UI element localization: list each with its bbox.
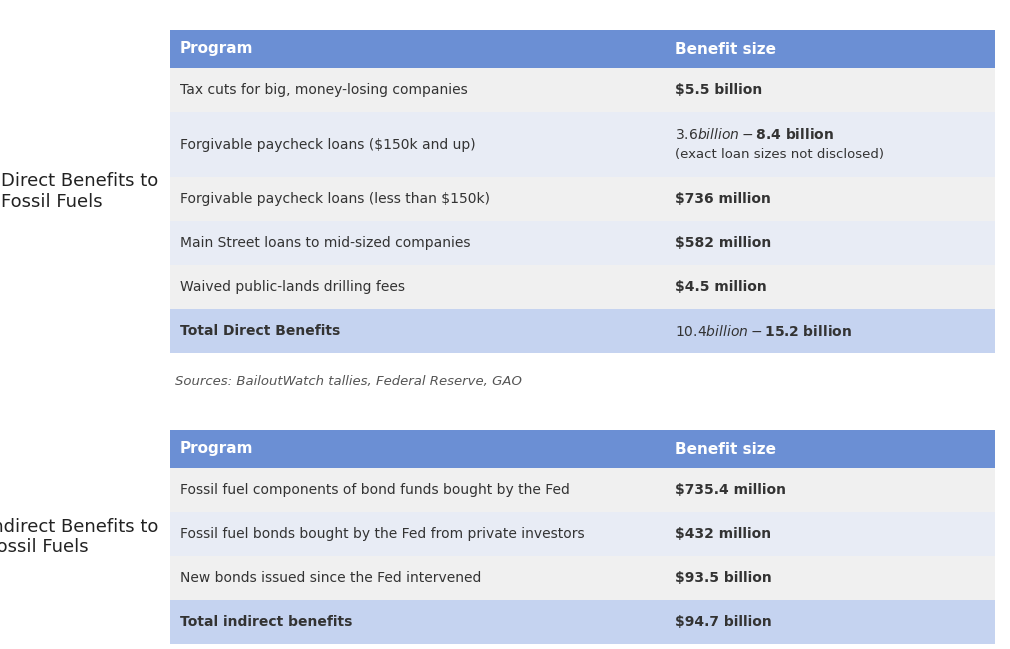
Bar: [665, 112, 995, 177]
Bar: [665, 430, 995, 468]
Text: $432 million: $432 million: [675, 527, 771, 541]
Text: Total indirect benefits: Total indirect benefits: [180, 615, 352, 629]
Bar: [665, 221, 995, 265]
Bar: [170, 468, 665, 512]
Bar: [665, 600, 995, 644]
Bar: [170, 177, 665, 221]
Bar: [665, 556, 995, 600]
Bar: [170, 512, 665, 556]
Bar: [170, 30, 665, 68]
Bar: [665, 512, 995, 556]
Text: $10.4 billion - $15.2 billion: $10.4 billion - $15.2 billion: [675, 323, 852, 339]
Bar: [170, 309, 665, 353]
Text: Program: Program: [180, 441, 254, 456]
Bar: [665, 177, 995, 221]
Bar: [170, 221, 665, 265]
Bar: [170, 112, 665, 177]
Text: Direct Benefits to
Fossil Fuels: Direct Benefits to Fossil Fuels: [1, 172, 158, 211]
Text: $5.5 billion: $5.5 billion: [675, 83, 763, 97]
Text: $4.5 million: $4.5 million: [675, 280, 767, 294]
Text: $93.5 billion: $93.5 billion: [675, 571, 772, 585]
Bar: [170, 430, 665, 468]
Text: $3.6 billion - $8.4 billion: $3.6 billion - $8.4 billion: [675, 127, 834, 142]
Text: $736 million: $736 million: [675, 192, 771, 206]
Text: Program: Program: [180, 42, 254, 56]
Text: Benefit size: Benefit size: [675, 42, 776, 56]
Text: $735.4 million: $735.4 million: [675, 483, 786, 497]
Text: Tax cuts for big, money-losing companies: Tax cuts for big, money-losing companies: [180, 83, 468, 97]
Text: (exact loan sizes not disclosed): (exact loan sizes not disclosed): [675, 148, 884, 161]
Text: Fossil fuel bonds bought by the Fed from private investors: Fossil fuel bonds bought by the Fed from…: [180, 527, 585, 541]
Bar: [170, 600, 665, 644]
Bar: [665, 30, 995, 68]
Text: Indirect Benefits to
Fossil Fuels: Indirect Benefits to Fossil Fuels: [0, 518, 158, 556]
Text: Waived public-lands drilling fees: Waived public-lands drilling fees: [180, 280, 405, 294]
Bar: [665, 68, 995, 112]
Text: Main Street loans to mid-sized companies: Main Street loans to mid-sized companies: [180, 236, 471, 250]
Text: Fossil fuel components of bond funds bought by the Fed: Fossil fuel components of bond funds bou…: [180, 483, 570, 497]
Bar: [665, 265, 995, 309]
Text: Sources: BailoutWatch tallies, Federal Reserve, GAO: Sources: BailoutWatch tallies, Federal R…: [175, 375, 522, 388]
Bar: [665, 309, 995, 353]
Text: $582 million: $582 million: [675, 236, 772, 250]
Bar: [170, 556, 665, 600]
Bar: [665, 468, 995, 512]
Bar: [170, 68, 665, 112]
Text: Forgivable paycheck loans ($150k and up): Forgivable paycheck loans ($150k and up): [180, 138, 476, 151]
Text: Benefit size: Benefit size: [675, 441, 776, 456]
Text: $94.7 billion: $94.7 billion: [675, 615, 772, 629]
Text: Forgivable paycheck loans (less than $150k): Forgivable paycheck loans (less than $15…: [180, 192, 490, 206]
Text: New bonds issued since the Fed intervened: New bonds issued since the Fed intervene…: [180, 571, 482, 585]
Text: Total Direct Benefits: Total Direct Benefits: [180, 324, 340, 338]
Bar: [170, 265, 665, 309]
